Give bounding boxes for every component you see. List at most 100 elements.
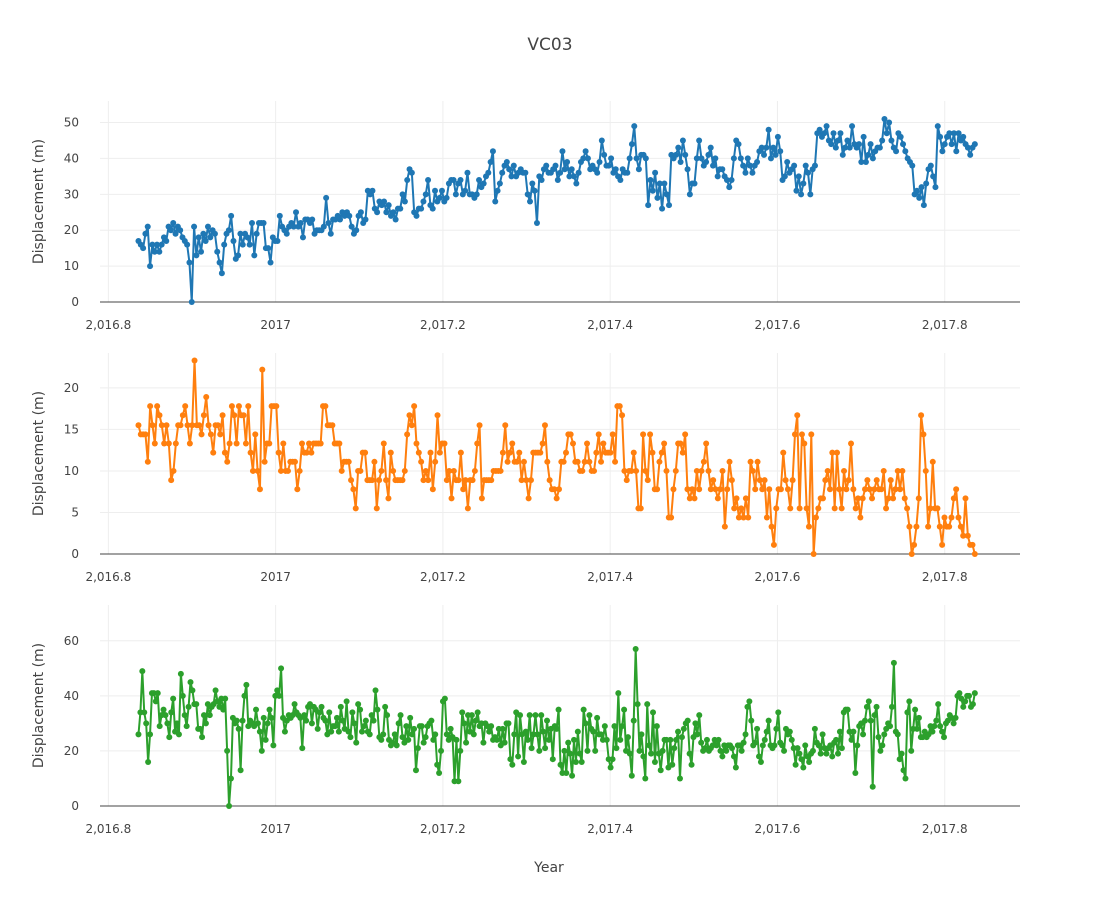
data-point	[698, 155, 705, 162]
data-point	[189, 687, 196, 694]
data-point	[231, 412, 238, 419]
data-point	[955, 130, 962, 137]
data-point	[744, 703, 751, 710]
data-point	[520, 758, 527, 765]
data-point	[265, 245, 272, 252]
data-point	[679, 137, 686, 144]
data-point	[518, 477, 525, 484]
data-point	[188, 299, 195, 305]
data-point	[647, 176, 654, 183]
data-point	[592, 747, 599, 754]
data-point	[710, 477, 717, 484]
data-point	[752, 739, 759, 746]
data-point	[658, 449, 665, 456]
data-point	[628, 467, 635, 474]
data-point	[633, 467, 640, 474]
data-point	[835, 750, 842, 757]
data-point	[436, 194, 443, 201]
data-point	[794, 745, 801, 752]
data-point	[443, 194, 450, 201]
data-point	[914, 725, 921, 732]
data-point	[486, 728, 493, 735]
data-point	[571, 736, 577, 743]
data-point	[894, 467, 901, 474]
data-point	[791, 162, 798, 169]
data-point	[663, 467, 670, 474]
data-point	[608, 155, 615, 162]
data-point	[571, 173, 578, 180]
data-point	[455, 778, 462, 785]
data-point	[624, 169, 631, 176]
data-point	[172, 440, 179, 447]
data-point	[869, 783, 876, 790]
data-point	[740, 514, 747, 521]
data-point	[224, 458, 231, 465]
data-point	[418, 723, 425, 730]
data-point	[867, 141, 874, 148]
data-point	[956, 690, 963, 697]
data-point	[747, 162, 754, 169]
data-point	[570, 440, 577, 447]
data-point	[337, 703, 344, 710]
data-point	[276, 692, 283, 699]
data-point	[590, 728, 597, 735]
data-point	[362, 449, 369, 456]
data-point	[164, 720, 171, 727]
data-point	[499, 449, 506, 456]
data-point	[252, 431, 259, 438]
x-tick-label: 2,016.8	[85, 570, 131, 584]
data-point	[920, 431, 927, 438]
data-point	[582, 720, 589, 727]
data-point	[338, 467, 345, 474]
data-point	[761, 736, 768, 743]
data-point	[694, 731, 701, 738]
data-point	[740, 739, 747, 746]
data-point	[953, 486, 960, 493]
data-point	[640, 431, 647, 438]
data-point	[888, 703, 895, 710]
data-point	[404, 431, 411, 438]
data-point	[673, 736, 680, 743]
data-point	[413, 440, 420, 447]
data-point	[249, 467, 256, 474]
data-point	[717, 486, 724, 493]
data-point	[259, 366, 266, 373]
data-point	[609, 756, 616, 763]
data-point	[409, 731, 416, 738]
data-point	[795, 173, 802, 180]
data-point	[676, 775, 683, 782]
data-point	[182, 403, 189, 410]
data-point	[809, 747, 816, 754]
y-tick-label: 60	[64, 634, 79, 648]
data-point	[788, 736, 795, 743]
data-point	[904, 709, 911, 716]
data-point	[499, 169, 506, 176]
data-point	[314, 725, 321, 732]
data-point	[555, 486, 562, 493]
data-point	[730, 155, 737, 162]
data-point	[166, 734, 173, 741]
data-point	[865, 151, 872, 158]
data-point	[807, 191, 814, 198]
panel-2: 2,016.8 2017 2,017.2 2,017.4 2,017.6 2,017.8 0…	[31, 353, 1020, 584]
x-tick-label: 2,017.6	[755, 822, 801, 836]
data-point	[378, 467, 385, 474]
data-point	[594, 714, 601, 721]
data-point	[953, 148, 960, 155]
data-point	[207, 234, 214, 241]
data-point	[578, 758, 585, 765]
data-point	[434, 412, 441, 419]
data-point	[957, 523, 964, 530]
data-point	[915, 495, 922, 502]
data-point	[168, 709, 175, 716]
data-point	[726, 458, 733, 465]
data-point	[967, 151, 974, 158]
data-point	[901, 495, 908, 502]
data-point	[382, 703, 389, 710]
x-tick-label: 2,017.2	[420, 570, 466, 584]
data-point	[489, 148, 496, 155]
data-point	[432, 458, 439, 465]
data-point	[941, 734, 947, 741]
data-point	[897, 486, 904, 493]
data-point	[390, 209, 397, 216]
